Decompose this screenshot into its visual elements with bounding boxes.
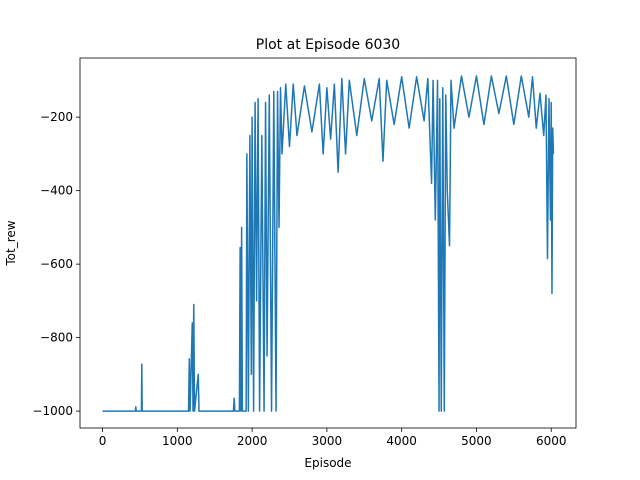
y-tick-label: −600 [40,257,73,271]
x-tick-label: 4000 [386,434,417,448]
x-axis-label: Episode [304,456,351,470]
y-tick-label: −400 [40,184,73,198]
chart-title: Plot at Episode 6030 [256,37,400,53]
y-tick-label: −800 [40,331,73,345]
x-tick-label: 3000 [312,434,343,448]
y-tick-label: −1000 [32,404,73,418]
plot-frame [79,57,577,429]
x-tick-label: 6000 [536,434,567,448]
x-tick-label: 5000 [461,434,492,448]
data-line [102,75,555,412]
y-tick-label: −200 [40,110,73,124]
x-tick-label: 1000 [162,434,193,448]
x-tick-label: 2000 [237,434,268,448]
y-axis-label: Tot_rew [4,220,18,266]
x-tick-label: 0 [99,434,107,448]
